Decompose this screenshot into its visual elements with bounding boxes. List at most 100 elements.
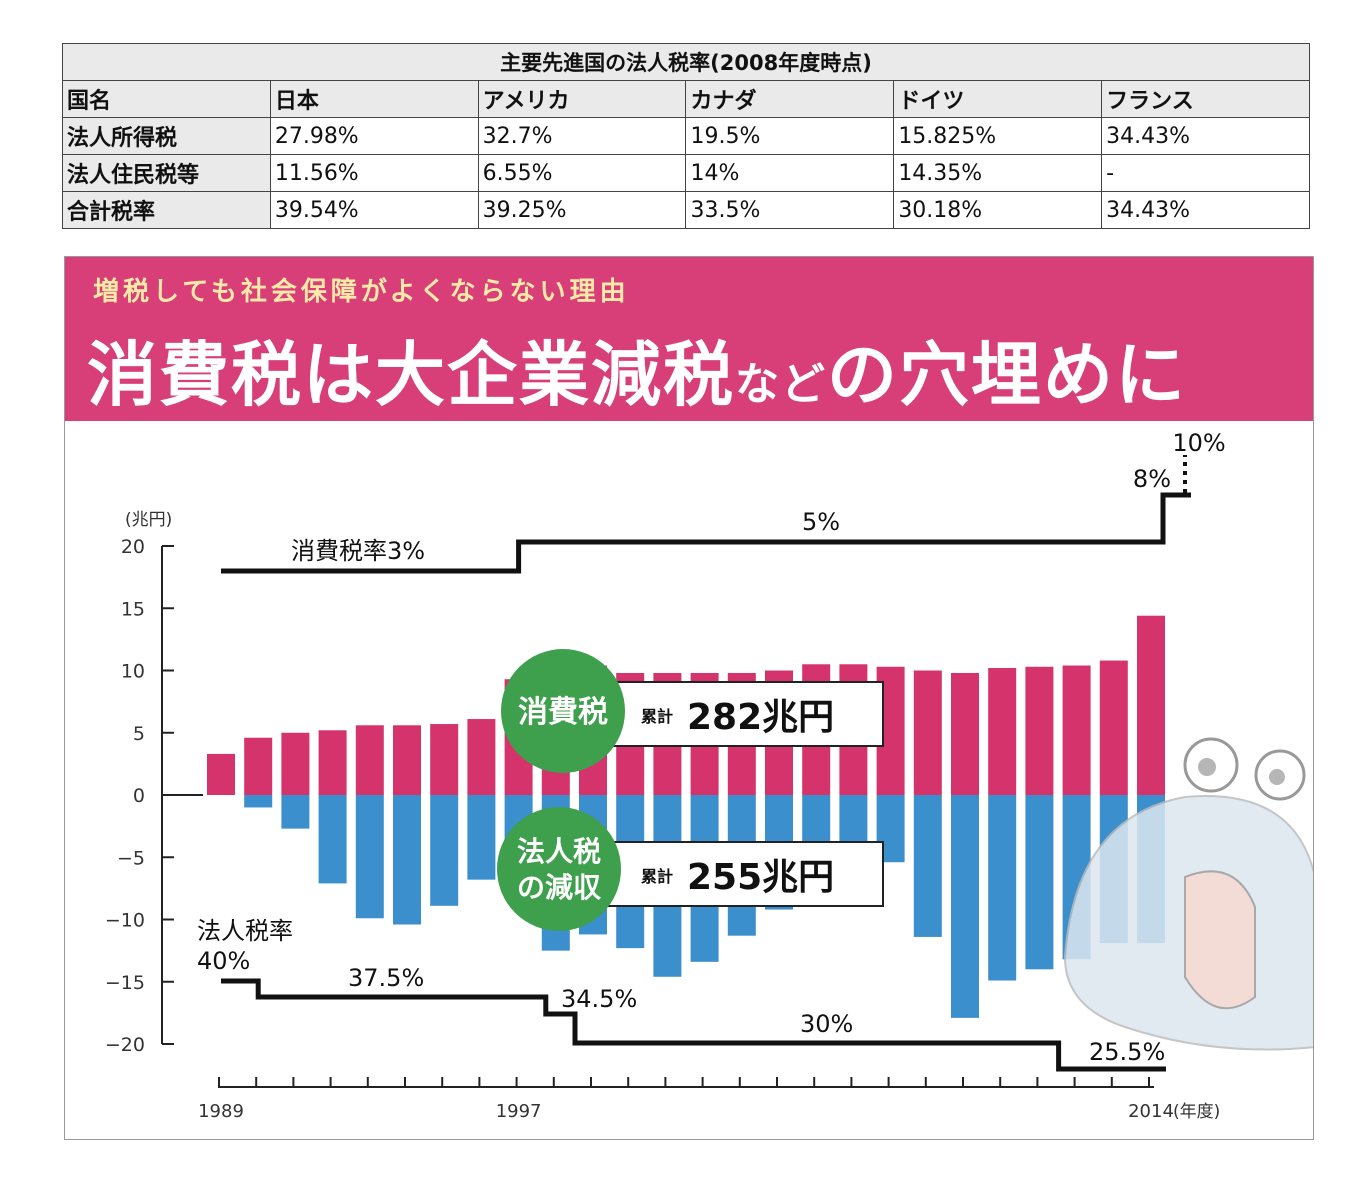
corporate-tax-rate-label: 30%	[800, 1010, 853, 1038]
x-tick-label: 1989	[198, 1101, 244, 1122]
table-row: 法人住民税等 11.56% 6.55% 14% 14.35% -	[62, 154, 1310, 192]
y-tick-label: −5	[117, 847, 145, 869]
mascot-illustration	[1063, 737, 1313, 1051]
callout-prefix: 累計	[641, 707, 673, 726]
banner-title-main: 消費税は大企業減税	[87, 334, 735, 416]
bar-consumption-tax	[1137, 615, 1165, 795]
callout-badge	[497, 807, 621, 931]
y-tick-label: 5	[133, 723, 145, 745]
bar-corporate-tax-reduction	[988, 795, 1017, 981]
table-cell: 39.25%	[477, 191, 687, 229]
table-cell: 日本	[269, 80, 479, 118]
consumption-tax-rate-label: 消費税率3%	[291, 537, 425, 565]
table-cell: ドイツ	[893, 80, 1103, 118]
bar-corporate-tax-reduction	[281, 795, 310, 829]
tax-bar-chart: (兆円) 20 15 10 5 0 −5 −10 −15 −20 1989 1997 2014 (年度) 消…	[105, 429, 1313, 1122]
table-caption: 主要先進国の法人税率(2008年度時点)	[62, 43, 1310, 81]
y-tick-label: −15	[105, 972, 145, 994]
table-cell: 34.43%	[1101, 117, 1310, 155]
table-cell: 30.18%	[893, 191, 1103, 229]
row-label: 法人住民税等	[62, 154, 271, 192]
table-header-row: 国名 日本 アメリカ カナダ ドイツ フランス	[62, 80, 1310, 118]
bar-consumption-tax	[1025, 666, 1054, 795]
banner-subtitle: 増税しても社会保障がよくならない理由	[93, 277, 630, 307]
callout-badge-label: 消費税	[518, 695, 608, 730]
corporate-tax-rate-title: 法人税率	[197, 917, 293, 945]
bar-corporate-tax-reduction	[430, 795, 459, 906]
consumption-tax-rate-label: 5%	[802, 508, 840, 536]
x-tick-label: 2014	[1128, 1101, 1174, 1122]
table-cell: 33.5%	[685, 191, 895, 229]
banner-title: 消費税は大企業減税などの穴埋めに	[87, 319, 1187, 420]
y-axis-unit: (兆円)	[125, 510, 172, 530]
bar-consumption-tax	[951, 672, 979, 795]
corporate-tax-rate-line	[221, 978, 1166, 1072]
table-cell: 14.35%	[893, 154, 1103, 192]
callout-badge-label: 法人税	[517, 835, 601, 868]
consumption-tax-rate-line	[221, 492, 1191, 574]
table-cell: 34.43%	[1101, 191, 1310, 229]
corporate-tax-rate-label: 34.5%	[561, 985, 637, 1013]
bar-corporate-tax-reduction	[951, 795, 979, 1018]
table-cell: アメリカ	[477, 80, 687, 118]
banner-title-end: の穴埋めに	[827, 334, 1187, 416]
bar-consumption-tax	[467, 719, 496, 795]
corporate-tax-rate-label: 25.5%	[1089, 1038, 1165, 1066]
bar-consumption-tax	[430, 724, 459, 795]
callout-badge	[501, 649, 625, 773]
bar-corporate-tax-reduction	[393, 795, 421, 925]
y-tick-label: −10	[105, 910, 145, 932]
table-cell: 27.98%	[269, 117, 479, 155]
table-cell: -	[1101, 154, 1310, 192]
table-row: 合計税率 39.54% 39.25% 33.5% 30.18% 34.43%	[62, 191, 1310, 229]
bar-consumption-tax	[1062, 665, 1091, 795]
corporate-tax-rate-label: 40%	[197, 947, 250, 975]
table-cell: 15.825%	[893, 117, 1103, 155]
table-cell: 32.7%	[477, 117, 687, 155]
corporate-tax-table: 主要先進国の法人税率(2008年度時点) 国名 日本 アメリカ カナダ ドイツ フランス法…	[62, 43, 1310, 229]
callout-amount: 282兆円	[687, 697, 834, 738]
row-label: 法人所得税	[62, 117, 271, 155]
bar-consumption-tax	[318, 730, 347, 795]
table-cell: 14%	[685, 154, 895, 192]
bar-consumption-tax	[244, 737, 273, 795]
bar-consumption-tax	[207, 753, 235, 795]
callout-amount: 255兆円	[687, 857, 834, 898]
table-cell: 39.54%	[269, 191, 479, 229]
y-tick-label: 20	[121, 536, 145, 558]
y-tick-label: −20	[105, 1034, 145, 1056]
bar-corporate-tax-reduction	[244, 795, 273, 808]
consumption-tax-rate-label: 8%	[1133, 465, 1171, 493]
mascot-mouth	[1184, 870, 1256, 1010]
bar-consumption-tax	[1099, 660, 1128, 795]
bar-corporate-tax-reduction	[913, 795, 942, 937]
x-tick-label: 1997	[496, 1101, 542, 1122]
y-tick-label: 10	[121, 661, 145, 683]
title-banner: 増税しても社会保障がよくならない理由 消費税は大企業減税などの穴埋めに	[65, 257, 1313, 421]
callout-prefix: 累計	[641, 867, 673, 886]
bar-consumption-tax	[988, 668, 1017, 795]
consumption-tax-rate-label: 10%	[1172, 429, 1225, 457]
table-cell: 6.55%	[477, 154, 687, 192]
mascot-pupil	[1269, 769, 1285, 785]
callout-badge-label: の減収	[517, 871, 602, 904]
row-label: 国名	[62, 80, 271, 118]
x-axis-unit: (年度)	[1173, 1102, 1220, 1122]
bar-corporate-tax-reduction	[318, 795, 347, 884]
y-tick-label: 15	[121, 598, 145, 620]
bar-corporate-tax-reduction	[1025, 795, 1054, 970]
table-row: 法人所得税 27.98% 32.7% 19.5% 15.825% 34.43%	[62, 117, 1310, 155]
table-cell: 19.5%	[685, 117, 895, 155]
bar-consumption-tax	[913, 670, 942, 795]
banner-title-small: など	[735, 359, 827, 410]
chart-panel: 増税しても社会保障がよくならない理由 消費税は大企業減税などの穴埋めに (兆円)…	[64, 256, 1314, 1140]
table-cell: フランス	[1101, 80, 1310, 118]
bar-consumption-tax	[393, 725, 421, 795]
mascot-pupil	[1198, 758, 1216, 776]
row-label: 合計税率	[62, 191, 271, 229]
bar-corporate-tax-reduction	[467, 795, 496, 880]
corporate-tax-rate-label: 37.5%	[348, 964, 424, 992]
table-cell: 11.56%	[269, 154, 479, 192]
bar-consumption-tax	[355, 725, 384, 795]
y-tick-label: 0	[133, 785, 145, 807]
